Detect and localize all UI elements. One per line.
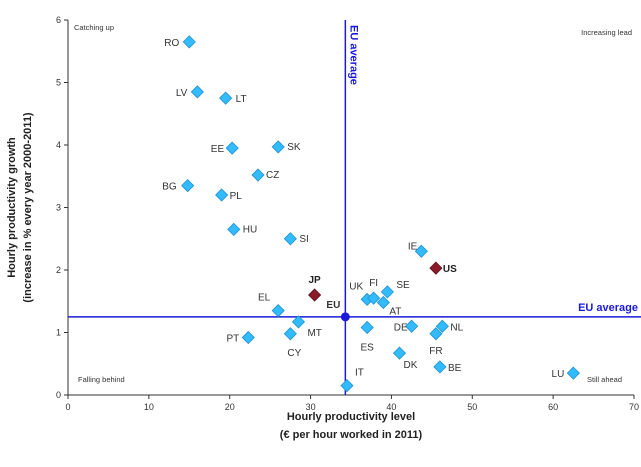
point-pl (215, 188, 229, 202)
x-tick-label: 40 (386, 402, 396, 412)
reference-lines: EU average EU average (68, 20, 641, 395)
point-fr (429, 327, 443, 341)
point-label-us: US (443, 264, 457, 275)
quadrant-label-bottom-right: Still ahead (587, 375, 622, 384)
point-label-cz: CZ (266, 170, 279, 181)
point-label-at: AT (389, 307, 401, 318)
x-tick-label: 0 (65, 402, 70, 412)
quadrant-label-bottom-left: Falling behind (78, 375, 125, 384)
quadrant-labels: Catching up Increasing lead Falling behind… (74, 23, 632, 384)
x-tick-label: 60 (548, 402, 558, 412)
x-tick-label: 50 (467, 402, 477, 412)
quadrant-label-top-left: Catching up (74, 23, 114, 32)
point-label-cy: CY (287, 348, 301, 359)
point-ro (182, 35, 196, 49)
point-fi (367, 291, 381, 305)
point-lu (566, 366, 580, 380)
point-ee (225, 141, 239, 155)
point-label-bg: BG (162, 182, 177, 193)
point-label-lt: LT (236, 94, 247, 105)
point-dk (392, 346, 407, 360)
point-label-uk: UK (349, 281, 363, 292)
point-de (405, 319, 419, 333)
axis-titles: Hourly productivity level (€ per hour wor… (6, 112, 423, 441)
eu-average-horizontal-label: EU average (578, 302, 638, 314)
point-cy (283, 327, 297, 341)
y-tick-label: 3 (56, 203, 61, 213)
point-label-es: ES (360, 343, 374, 354)
point-label-dk: DK (404, 360, 418, 371)
point-label-jp: JP (308, 275, 321, 286)
y-tick-label: 2 (56, 265, 61, 275)
point-si (283, 232, 297, 246)
y-axis-title: Hourly productivity growth (6, 137, 18, 278)
point-label-nl: NL (450, 322, 463, 333)
axes: 0 10 20 30 40 50 60 70 0 1 2 3 4 5 6 (56, 15, 639, 412)
point-bg (181, 179, 195, 193)
x-axis-title: Hourly productivity level (287, 411, 415, 423)
point-label-el: EL (258, 293, 271, 304)
eu-average-vertical-label: EU average (347, 25, 359, 85)
point-label-ee: EE (211, 144, 225, 155)
point-sk (271, 140, 285, 154)
y-tick-label: 5 (56, 78, 61, 88)
point-nl (435, 319, 449, 333)
point-label-fr: FR (429, 346, 442, 357)
y-tick-label: 4 (56, 140, 61, 150)
y-tick-label: 1 (56, 328, 61, 338)
point-label-pl: PL (230, 191, 243, 202)
point-es (360, 320, 374, 335)
point-label-lu: LU (552, 369, 565, 380)
x-axis-subtitle: (€ per hour worked in 2011) (280, 429, 423, 441)
point-it (340, 379, 354, 393)
point-label-pt: PT (227, 334, 240, 345)
quadrant-label-top-right: Increasing lead (581, 28, 632, 37)
point-eu (340, 312, 350, 322)
point-label-ie: IE (408, 241, 418, 252)
x-tick-label: 70 (629, 402, 639, 412)
point-label-hu: HU (243, 224, 257, 235)
point-label-se: SE (396, 280, 410, 291)
y-tick-label: 6 (56, 15, 61, 25)
point-at (376, 295, 390, 310)
point-ie (414, 244, 428, 258)
point-jp (308, 288, 322, 302)
point-be (433, 360, 447, 374)
point-label-ro: RO (164, 38, 179, 49)
y-tick-label: 0 (56, 390, 61, 400)
x-tick-label: 20 (225, 402, 235, 412)
point-se (380, 285, 394, 299)
point-hu (227, 222, 241, 236)
point-lt (219, 91, 233, 105)
point-label-sk: SK (287, 142, 301, 153)
point-label-it: IT (355, 368, 364, 379)
point-label-lv: LV (176, 88, 188, 99)
point-pt (241, 330, 255, 345)
point-label-fi: FI (369, 278, 378, 289)
point-mt (291, 315, 306, 329)
point-cz (251, 168, 265, 182)
x-tick-label: 30 (306, 402, 316, 412)
point-label-mt: MT (307, 328, 321, 339)
x-tick-label: 10 (144, 402, 154, 412)
point-us (429, 261, 443, 275)
y-axis-subtitle: (increase in % every year 2000-2011) (22, 112, 34, 303)
point-label-de: DE (394, 322, 408, 333)
point-label-be: BE (448, 363, 462, 374)
point-label-si: SI (299, 234, 308, 245)
point-el (271, 304, 285, 318)
point-label-eu: EU (326, 300, 340, 311)
data-points: RO LV LT EE SK CZ BG PL HU SI JP EL MT CY PT EU IT UK FI SE… (162, 35, 580, 393)
point-lv (190, 85, 204, 99)
